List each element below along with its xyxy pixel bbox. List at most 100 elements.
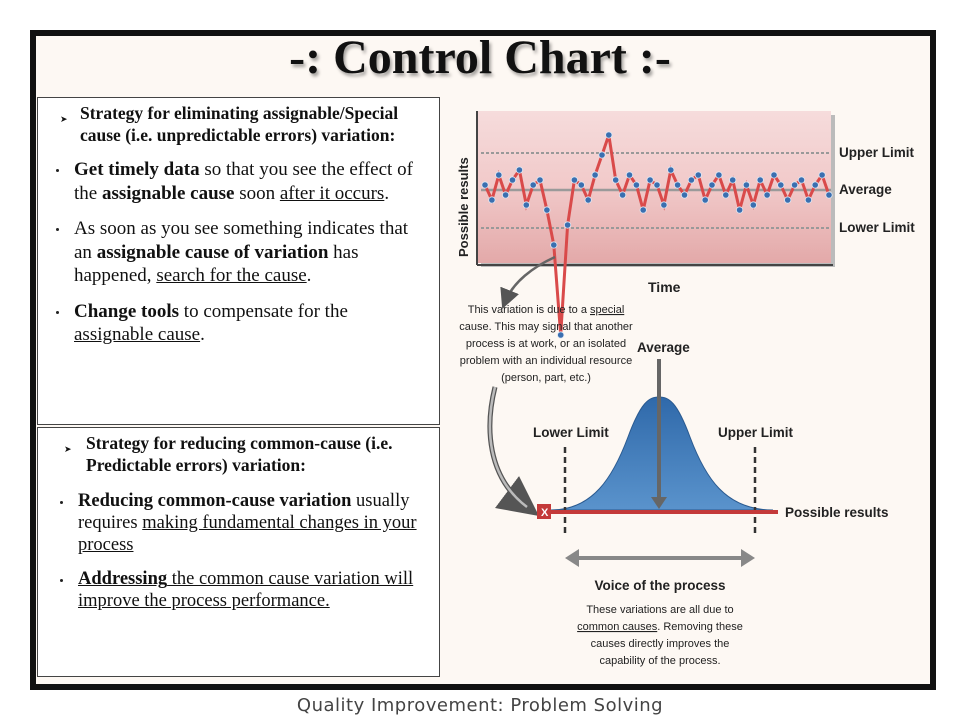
series-point	[797, 176, 806, 184]
bullet-text: .	[200, 324, 205, 345]
bullet-dot-icon	[60, 501, 63, 504]
series-point	[501, 191, 510, 199]
series-point	[536, 176, 544, 184]
series-point	[749, 201, 757, 209]
common-cause-note: These variations are all due to common c…	[577, 604, 743, 667]
arrow-bullet-icon: ➤	[64, 444, 72, 454]
slide-title: -: Control Chart :-	[289, 31, 671, 84]
series-point	[687, 176, 695, 184]
bullet-bold-text: Change tools	[74, 300, 180, 322]
series-point	[605, 131, 613, 139]
series-point	[639, 206, 647, 214]
distribution-upper-label: Upper Limit	[718, 425, 794, 440]
assignable-cause-panel: ➤ Strategy for eliminating assignable/Sp…	[37, 97, 440, 425]
series-point	[612, 176, 620, 184]
average-label: Average	[839, 182, 892, 197]
special-cause-annotation: This variation is due to a special cause…	[459, 304, 633, 384]
series-point	[784, 196, 792, 204]
arrow-bullet-icon: ➤	[60, 114, 68, 124]
control-chart-diagram: Possible results Time Upper Limit Averag…	[456, 111, 915, 667]
svg-text:problem with an individual res: problem with an individual resource	[460, 355, 632, 367]
bullet-dot-icon	[56, 169, 59, 172]
bullet-timely-data: Get timely data so that you see the effe…	[52, 158, 429, 205]
bullet-reducing-common: Reducing common-cause variation usually …	[52, 490, 429, 556]
series-point	[715, 171, 723, 179]
bullet-text: has happened,	[74, 241, 359, 287]
svg-text:common causes. Removing these: common causes. Removing these	[577, 621, 743, 633]
series-point	[790, 181, 799, 189]
series-point	[660, 201, 668, 209]
bullet-text: to compensate for the	[179, 300, 348, 322]
series-point	[811, 181, 819, 189]
series-point	[508, 176, 517, 184]
footer: Quality Improvement: Problem Solving	[296, 695, 664, 716]
distribution-average-label: Average	[637, 340, 690, 355]
common-cause-panel: ➤ Strategy for reducing common-cause (i.…	[37, 427, 440, 677]
series-point	[598, 151, 606, 159]
series-point	[735, 206, 744, 214]
bullet-underlined-text: search for the cause	[156, 265, 307, 286]
average-pointer-head	[651, 497, 667, 509]
bullet-dot-icon	[60, 579, 63, 582]
bullet-underlined-text: assignable cause	[74, 324, 201, 345]
voice-label: Voice of the process	[594, 578, 725, 593]
strategy-heading-common: ➤ Strategy for reducing common-cause (i.…	[52, 432, 429, 476]
out-of-limit-marker	[537, 504, 551, 519]
upper-limit-label: Upper Limit	[839, 145, 915, 160]
series-point	[777, 181, 785, 189]
bullet-bold-text: -cause variation	[225, 491, 352, 511]
series-point	[804, 196, 812, 204]
series-point	[529, 181, 537, 189]
bullet-text: .	[306, 265, 312, 286]
bullet-underlined-text: making fundamental changes in your proce…	[78, 513, 417, 555]
series-point	[543, 206, 551, 214]
bullet-dot-icon	[56, 228, 59, 231]
series-point	[708, 181, 716, 189]
bullet-text: As soon as you see something indicates t…	[74, 218, 409, 263]
svg-text:(person, part, etc.): (person, part, etc.)	[501, 372, 591, 384]
bullet-search-cause: As soon as you see something indicates t…	[52, 217, 429, 288]
distribution-lower-label: Lower Limit	[533, 425, 609, 440]
series-point	[674, 181, 682, 189]
series-point	[570, 176, 578, 184]
chart-x-label: Time	[648, 279, 681, 295]
svg-text:These variations are all due t: These variations are all due to	[586, 604, 733, 616]
strategy-text: Strategy for eliminating assignable/Spec…	[80, 103, 399, 145]
series-point	[577, 181, 585, 189]
bullet-text: so that you see the effect of the	[74, 159, 413, 204]
bullet-text: soon	[234, 182, 280, 204]
series-point	[680, 191, 689, 199]
bullet-text: .	[384, 182, 390, 204]
strategy-heading-assignable: ➤ Strategy for eliminating assignable/Sp…	[52, 102, 429, 146]
voice-arrow-right-head	[741, 549, 755, 567]
series-point	[591, 171, 599, 179]
series-point	[694, 171, 702, 179]
bullet-bold-underlined-text: Addressing	[78, 569, 168, 589]
series-point	[722, 191, 730, 199]
series-point	[701, 196, 709, 204]
lower-limit-label: Lower Limit	[839, 220, 915, 235]
strategy-text: Strategy for reducing common-cause (i.e.…	[86, 433, 393, 475]
svg-text:causes directly improves the: causes directly improves the	[591, 638, 730, 650]
series-point	[557, 331, 565, 339]
series-point	[522, 201, 530, 209]
series-point	[646, 176, 654, 184]
svg-text:capability of the process.: capability of the process.	[599, 655, 720, 667]
series-point	[756, 176, 764, 184]
dip-callout-arrow	[500, 255, 556, 309]
bullet-text: usually requires	[78, 491, 410, 533]
series-point	[584, 196, 592, 204]
series-point	[481, 181, 489, 189]
bullet-bold-text: assignable cause of variation	[96, 241, 329, 263]
bullet-bold-text: Reducing common	[78, 491, 226, 511]
bullet-dot-icon	[56, 310, 59, 314]
series-points	[481, 131, 833, 339]
svg-text:process is at work, or an isol: process is at work, or an isolated	[466, 338, 626, 350]
svg-text:cause. This may signal that an: cause. This may signal that another	[459, 321, 633, 333]
chart-y-label: Possible results	[456, 157, 471, 257]
bullet-bold-text: assignable cause	[101, 182, 235, 204]
series-point	[550, 241, 558, 249]
series-point	[488, 196, 496, 204]
results-axis-label: Possible results	[785, 505, 889, 520]
series-point	[619, 191, 627, 199]
